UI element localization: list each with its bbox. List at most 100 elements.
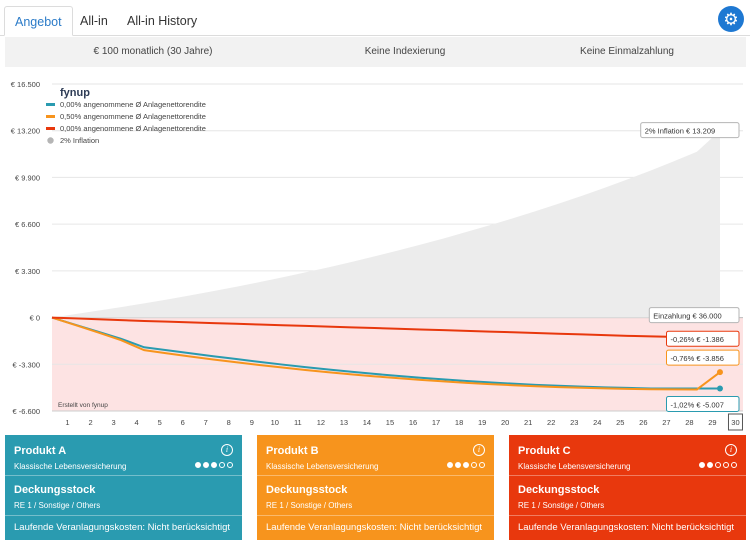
y-tick-label: € 3.300 bbox=[15, 267, 40, 276]
product-name: Produkt C bbox=[518, 445, 571, 457]
product-card-c[interactable]: Produkt C Klassische Lebensversicherung … bbox=[509, 435, 746, 540]
offer-summary: € 100 monatlich (30 Jahre) Keine Indexie… bbox=[5, 37, 746, 67]
tooltip-box bbox=[666, 330, 740, 347]
series-line bbox=[51, 316, 720, 339]
product-type: Klassische Lebensversicherung bbox=[266, 462, 379, 471]
info-icon[interactable]: i bbox=[221, 444, 233, 456]
tooltip-label: -0,26% € -1.386 bbox=[671, 335, 724, 344]
product-name: Produkt B bbox=[266, 445, 319, 457]
gear-icon[interactable]: ⚙ bbox=[718, 6, 744, 32]
x-tick-label: 7 bbox=[204, 418, 208, 427]
x-tick-label: 15 bbox=[386, 418, 394, 427]
fund-sub: RE 1 / Sonstige / Others bbox=[266, 501, 353, 510]
x-tick-label: 22 bbox=[547, 418, 555, 427]
tooltip-box bbox=[640, 122, 740, 139]
x-tick-label: 28 bbox=[685, 418, 693, 427]
tooltip-label: 2% Inflation € 13.209 bbox=[645, 127, 715, 136]
fund-sub: RE 1 / Sonstige / Others bbox=[14, 501, 101, 510]
legend-swatch bbox=[47, 137, 54, 144]
y-tick-label: € 9.900 bbox=[15, 173, 40, 182]
chart-credit: Erstellt von fynup bbox=[58, 402, 108, 409]
rating-dots bbox=[699, 462, 737, 468]
info-icon[interactable]: i bbox=[473, 444, 485, 456]
x-tick-label: 18 bbox=[455, 418, 463, 427]
legend-item: 0,00% angenommene Ø Anlagenettorendite bbox=[60, 100, 206, 109]
fund-section: Deckungsstock RE 1 / Sonstige / Others bbox=[5, 475, 242, 515]
tab-all-in[interactable]: All-in bbox=[80, 14, 108, 28]
rating-dot bbox=[195, 462, 201, 468]
summary-indexing: Keine Indexierung bbox=[364, 46, 446, 57]
summary-single-payment: Keine Einmalzahlung bbox=[580, 46, 674, 57]
brand-logo: fynup bbox=[60, 87, 90, 99]
rating-dots bbox=[195, 462, 233, 468]
x-tick-label: 5 bbox=[158, 418, 162, 427]
legend-swatch bbox=[46, 115, 55, 118]
info-icon[interactable]: i bbox=[725, 444, 737, 456]
legend-item: 2% Inflation bbox=[60, 136, 99, 145]
tab-angebot[interactable]: Angebot bbox=[4, 6, 73, 36]
x-tick-label: 1 bbox=[65, 418, 69, 427]
costs-text: Laufende Veranlagungskosten: Nicht berüc… bbox=[5, 515, 242, 540]
y-tick-label: € 6.600 bbox=[15, 220, 40, 229]
x-tick-label: 8 bbox=[227, 418, 231, 427]
x-tick-label: 24 bbox=[593, 418, 601, 427]
tooltip-label: -0,76% € -3.856 bbox=[671, 354, 724, 363]
y-tick-label: € 16.500 bbox=[11, 80, 40, 89]
rating-dot bbox=[723, 462, 729, 468]
rating-dot bbox=[699, 462, 705, 468]
rating-dots bbox=[447, 462, 485, 468]
x-tick-label: 27 bbox=[662, 418, 670, 427]
x-tick-label: 13 bbox=[340, 418, 348, 427]
x-tick-label: 11 bbox=[294, 418, 302, 427]
x-selected-box bbox=[727, 413, 743, 431]
legend-item: 0,00% angenommene Ø Anlagenettorendite bbox=[60, 124, 206, 133]
fund-name: Deckungsstock bbox=[266, 484, 348, 496]
x-tick-label: 2 bbox=[88, 418, 92, 427]
tooltip-box bbox=[666, 395, 740, 412]
costs-text: Laufende Veranlagungskosten: Nicht berüc… bbox=[509, 515, 746, 540]
y-tick-label: € 13.200 bbox=[11, 127, 40, 136]
tooltip-box bbox=[666, 349, 740, 366]
series-line bbox=[51, 316, 721, 391]
projection-chart: € 16.500 € 13.200 € 9.900 € 6.600 € 3.300 € 0… bbox=[11, 80, 743, 431]
tab-all-in-history[interactable]: All-in History bbox=[127, 14, 198, 28]
rating-dot bbox=[471, 462, 477, 468]
y-tick-label: € 0 bbox=[30, 314, 40, 323]
rating-dot bbox=[447, 462, 453, 468]
series-end-point bbox=[716, 369, 723, 376]
x-tick-label: 6 bbox=[181, 418, 185, 427]
fund-name: Deckungsstock bbox=[518, 484, 600, 496]
x-tick-label: 9 bbox=[250, 418, 254, 427]
rating-dot bbox=[463, 462, 469, 468]
x-tick-label: 29 bbox=[708, 418, 716, 427]
rating-dot bbox=[219, 462, 225, 468]
x-tick-label: 10 bbox=[271, 418, 279, 427]
legend-swatch bbox=[46, 103, 55, 106]
x-tick-label: 30 bbox=[731, 418, 739, 427]
x-tick-label: 19 bbox=[478, 418, 486, 427]
product-type: Klassische Lebensversicherung bbox=[518, 462, 631, 471]
x-tick-label: 3 bbox=[111, 418, 115, 427]
tooltip-box bbox=[648, 307, 740, 324]
product-card-a[interactable]: Produkt A Klassische Lebensversicherung … bbox=[5, 435, 242, 540]
tooltip-label: -1,02% € -5.007 bbox=[671, 400, 724, 409]
rating-dot bbox=[211, 462, 217, 468]
y-tick-label: € -6.600 bbox=[12, 407, 40, 416]
series-end-point bbox=[716, 385, 723, 392]
tooltip-label: Einzahlung € 36.000 bbox=[653, 312, 721, 321]
x-tick-label: 4 bbox=[135, 418, 139, 427]
product-name: Produkt A bbox=[14, 445, 67, 457]
costs-text: Laufende Veranlagungskosten: Nicht berüc… bbox=[257, 515, 494, 540]
product-header: Produkt C Klassische Lebensversicherung … bbox=[509, 435, 746, 475]
product-card-b[interactable]: Produkt B Klassische Lebensversicherung … bbox=[257, 435, 494, 540]
x-tick-label: 20 bbox=[501, 418, 509, 427]
fund-section: Deckungsstock RE 1 / Sonstige / Others bbox=[509, 475, 746, 515]
product-type: Klassische Lebensversicherung bbox=[14, 462, 127, 471]
rating-dot bbox=[715, 462, 721, 468]
rating-dot bbox=[479, 462, 485, 468]
fund-name: Deckungsstock bbox=[14, 484, 96, 496]
rating-dot bbox=[203, 462, 209, 468]
summary-monthly: € 100 monatlich (30 Jahre) bbox=[93, 46, 213, 57]
fund-section: Deckungsstock RE 1 / Sonstige / Others bbox=[257, 475, 494, 515]
product-header: Produkt B Klassische Lebensversicherung … bbox=[257, 435, 494, 475]
